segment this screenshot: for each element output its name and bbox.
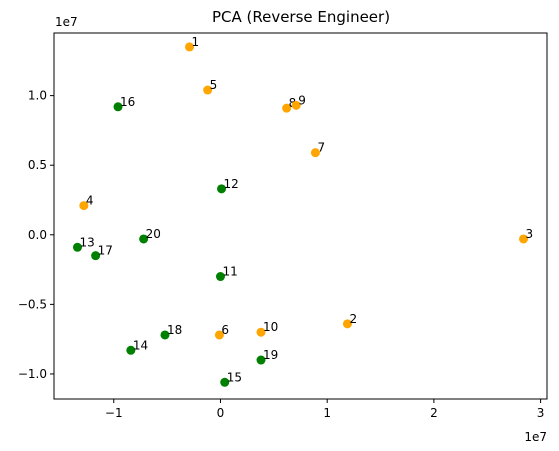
point-label: 19 bbox=[263, 348, 278, 362]
x-tick-label: −1 bbox=[105, 406, 123, 420]
scatter-point bbox=[519, 234, 529, 244]
point-label: 18 bbox=[167, 323, 182, 337]
scatter-point bbox=[256, 355, 266, 365]
point-label: 9 bbox=[298, 93, 306, 107]
x-tick-label: 2 bbox=[430, 406, 438, 420]
y-tick-label: −1.0 bbox=[18, 367, 47, 381]
chart-title: PCA (Reverse Engineer) bbox=[212, 8, 390, 26]
x-axis-multiplier: 1e7 bbox=[524, 430, 547, 444]
x-tick-label: 0 bbox=[217, 406, 225, 420]
point-label: 12 bbox=[224, 177, 239, 191]
scatter-point bbox=[185, 42, 195, 52]
point-label: 17 bbox=[98, 244, 113, 258]
scatter-point bbox=[215, 272, 225, 282]
point-label: 3 bbox=[526, 227, 534, 241]
scatter-point bbox=[72, 242, 82, 252]
scatter-point bbox=[282, 103, 292, 113]
scatter-point bbox=[79, 201, 89, 211]
point-label: 7 bbox=[317, 141, 325, 155]
point-label: 4 bbox=[86, 194, 94, 208]
point-label: 13 bbox=[79, 235, 94, 249]
point-label: 1 bbox=[192, 35, 200, 49]
x-tick-label: 3 bbox=[537, 406, 545, 420]
scatter-point bbox=[126, 345, 136, 355]
point-label: 20 bbox=[146, 227, 161, 241]
scatter-point bbox=[160, 330, 170, 340]
scatter-point bbox=[342, 319, 352, 329]
scatter-point bbox=[91, 251, 101, 261]
scatter-point bbox=[113, 102, 123, 112]
point-label: 5 bbox=[210, 78, 218, 92]
point-label: 14 bbox=[133, 338, 148, 352]
y-tick-label: −0.5 bbox=[18, 297, 47, 311]
plot-frame bbox=[53, 32, 548, 400]
y-tick-label: 1.0 bbox=[28, 89, 47, 103]
point-label: 6 bbox=[221, 323, 229, 337]
y-tick-label: 0.5 bbox=[28, 158, 47, 172]
scatter-point bbox=[291, 100, 301, 110]
point-label: 15 bbox=[227, 370, 242, 384]
scatter-point bbox=[217, 184, 227, 194]
point-label: 2 bbox=[349, 312, 357, 326]
y-axis-multiplier: 1e7 bbox=[55, 15, 78, 29]
point-label: 16 bbox=[120, 95, 135, 109]
scatter-point bbox=[214, 330, 224, 340]
scatter-point bbox=[139, 234, 149, 244]
scatter-point bbox=[256, 327, 266, 337]
scatter-point bbox=[310, 148, 320, 158]
scatter-point bbox=[220, 377, 230, 387]
y-tick-label: 0.0 bbox=[28, 228, 47, 242]
point-label: 11 bbox=[222, 265, 237, 279]
x-tick-label: 1 bbox=[323, 406, 331, 420]
scatter-point bbox=[203, 85, 213, 95]
point-label: 10 bbox=[263, 320, 278, 334]
